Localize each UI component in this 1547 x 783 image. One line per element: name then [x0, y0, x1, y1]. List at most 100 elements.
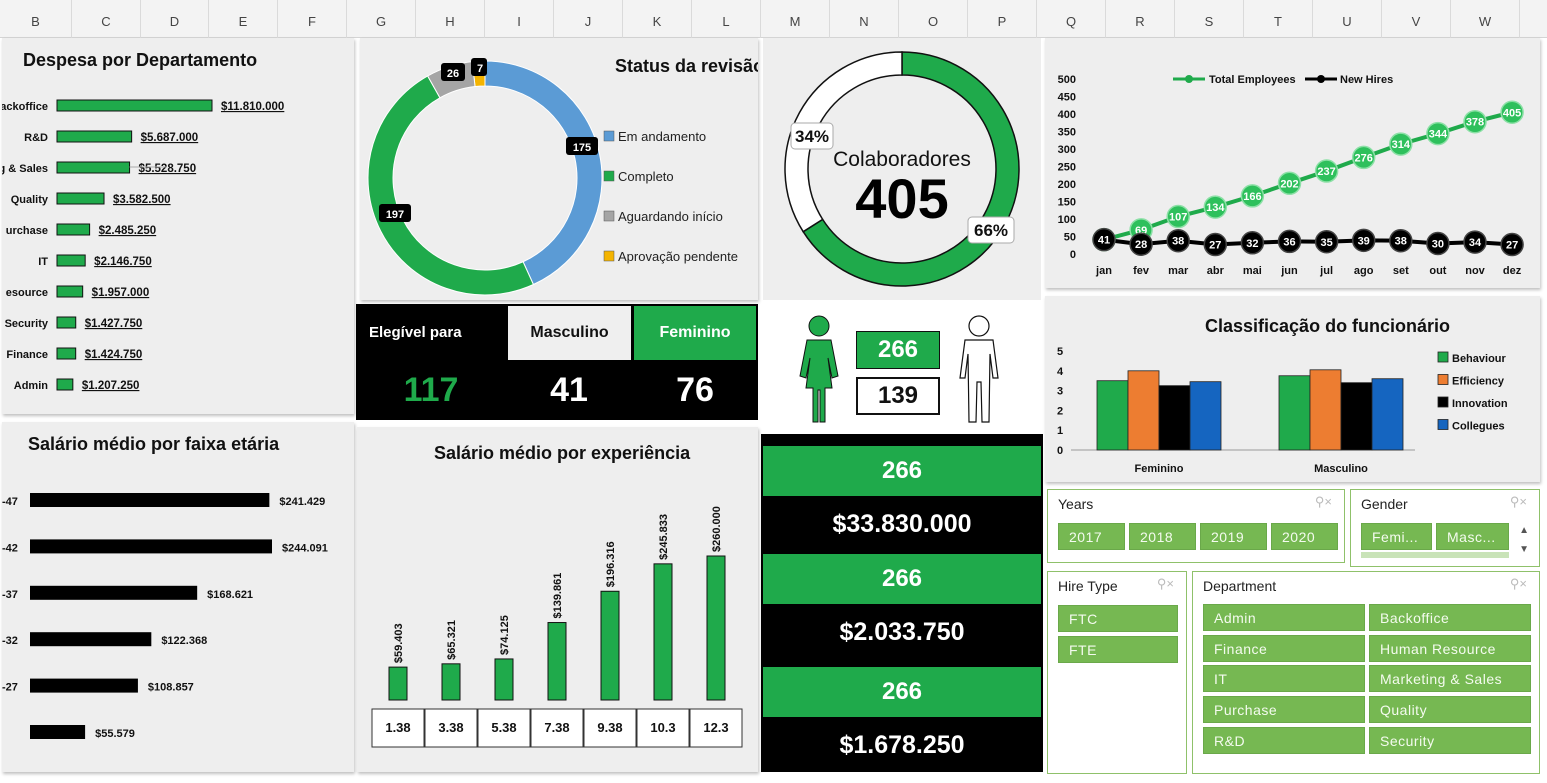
column-header-r[interactable]: R	[1106, 0, 1175, 38]
dept-item-marketing-sales[interactable]: Marketing & Sales	[1369, 665, 1531, 692]
slicer-scroll-down-icon[interactable]: ▼	[1519, 544, 1529, 555]
line-point-label: 237	[1317, 166, 1335, 178]
column-header-i[interactable]: I	[485, 0, 554, 38]
column-header-l[interactable]: L	[692, 0, 761, 38]
column-header-k[interactable]: K	[623, 0, 692, 38]
column-header-t[interactable]: T	[1244, 0, 1313, 38]
column-header-v[interactable]: V	[1382, 0, 1451, 38]
clear-filter-icon[interactable]: ⚲×	[1509, 576, 1527, 591]
line-point-label: 166	[1243, 191, 1261, 203]
column-header-h[interactable]: H	[416, 0, 485, 38]
clear-filter-icon[interactable]: ⚲×	[1314, 494, 1332, 509]
column-header-c[interactable]: C	[72, 0, 141, 38]
exp-bar	[547, 622, 567, 701]
column-header-w[interactable]: W	[1451, 0, 1520, 38]
column-header-f[interactable]: F	[278, 0, 347, 38]
despesa-bar	[56, 316, 77, 329]
gender-item-male[interactable]: Masc...	[1436, 523, 1509, 550]
colab-pct-badge	[790, 122, 834, 150]
line-point-new-hires	[1203, 232, 1228, 257]
column-header-p[interactable]: P	[968, 0, 1037, 38]
column-header-u[interactable]: U	[1313, 0, 1382, 38]
line-y-tick: 150	[1058, 197, 1076, 209]
line-series-new-hires	[1103, 237, 1513, 247]
gender-slicer-title: Gender	[1361, 496, 1408, 512]
column-header-d[interactable]: D	[141, 0, 209, 38]
dept-item-admin[interactable]: Admin	[1203, 604, 1365, 631]
line-point-new-hires	[1166, 228, 1190, 253]
column-header-n[interactable]: N	[830, 0, 899, 38]
despesa-value-label: $5.687.000	[141, 132, 199, 144]
line-point-label: 36	[1283, 236, 1295, 248]
gender-item-female[interactable]: Femi...	[1361, 523, 1432, 550]
years-item-2019[interactable]: 2019	[1200, 523, 1267, 550]
line-point-label: 30	[1432, 239, 1444, 251]
dept-item-purchase[interactable]: Purchase	[1203, 696, 1365, 723]
class-legend-swatch	[1437, 351, 1449, 363]
class-bar	[1189, 381, 1222, 451]
column-header-b[interactable]: B	[0, 0, 72, 38]
column-header-s[interactable]: S	[1175, 0, 1244, 38]
line-point-new-hires	[1500, 232, 1524, 257]
exp-category-box	[424, 708, 478, 748]
despesa-bar	[56, 347, 77, 360]
status-legend-swatch	[603, 210, 615, 222]
exp-value-label: $59.403	[393, 623, 405, 663]
despesa-category-label: IT	[38, 256, 48, 268]
column-header-g[interactable]: G	[347, 0, 416, 38]
column-header-q[interactable]: Q	[1037, 0, 1106, 38]
dept-item-backoffice[interactable]: Backoffice	[1369, 604, 1531, 631]
line-legend-label: Total Employees	[1209, 74, 1296, 86]
clear-filter-icon[interactable]: ⚲×	[1509, 494, 1527, 509]
slicer-scroll-up-icon[interactable]: ▲	[1519, 525, 1529, 536]
hire-type-item-ftc[interactable]: FTC	[1058, 605, 1178, 632]
column-header-m[interactable]: M	[761, 0, 830, 38]
class-x-label: Feminino	[1135, 463, 1184, 475]
hire-type-slicer[interactable]: Hire Type ⚲× FTC FTE	[1047, 571, 1187, 774]
faixa-value-label: $168.621	[207, 589, 253, 601]
department-slicer[interactable]: Department ⚲× Admin Backoffice Finance H…	[1192, 571, 1540, 774]
exp-bar	[653, 563, 673, 701]
line-point-total-employees	[1500, 100, 1524, 124]
dept-item-rd[interactable]: R&D	[1203, 727, 1365, 754]
dept-item-security[interactable]: Security	[1369, 727, 1531, 754]
class-legend-label: Innovation	[1452, 398, 1508, 410]
column-header-o[interactable]: O	[899, 0, 968, 38]
line-point-total-employees	[1351, 145, 1376, 170]
line-point-new-hires	[1092, 227, 1116, 252]
despesa-bar	[56, 254, 86, 267]
exp-category-label: 9.38	[597, 720, 622, 735]
clear-filter-icon[interactable]: ⚲×	[1156, 576, 1174, 591]
line-y-tick: 250	[1058, 162, 1076, 174]
despesa-title: Despesa por Departamento	[23, 50, 258, 70]
years-slicer[interactable]: Years ⚲× 2017 2018 2019 2020	[1047, 489, 1345, 563]
despesa-category-label: g & Sales	[2, 163, 48, 175]
column-header-e[interactable]: E	[209, 0, 278, 38]
line-point-label: 41	[1098, 235, 1110, 247]
exp-category-box	[530, 708, 584, 748]
line-y-tick: 400	[1058, 109, 1076, 121]
years-item-2018[interactable]: 2018	[1129, 523, 1196, 550]
employees-timeline-panel: 0 50 100 150 200 250 300 350 400 450 500 jan fev mar a…	[1045, 38, 1540, 288]
faixa-category-label: -47	[2, 496, 18, 508]
status-value-label: 175	[573, 142, 591, 154]
exp-value-label: $74.125	[499, 615, 511, 655]
gender-slicer[interactable]: Gender ⚲× Femi... Masc... ▲ ▼	[1350, 489, 1540, 567]
years-item-2017[interactable]: 2017	[1058, 523, 1125, 550]
female-count: 266	[856, 331, 940, 369]
years-item-2020[interactable]: 2020	[1271, 523, 1338, 550]
line-point-label: 202	[1280, 178, 1298, 190]
line-point-label: 38	[1395, 236, 1407, 248]
dept-item-it[interactable]: IT	[1203, 665, 1365, 692]
exp-bar	[706, 555, 726, 701]
exp-category-box	[689, 708, 743, 748]
column-header-j[interactable]: J	[554, 0, 623, 38]
dept-item-finance[interactable]: Finance	[1203, 635, 1365, 662]
line-x-tick: mai	[1243, 265, 1262, 277]
dept-item-quality[interactable]: Quality	[1369, 696, 1531, 723]
hire-type-item-fte[interactable]: FTE	[1058, 636, 1178, 663]
salario-exp-panel: Salário médio por experiência $59.403 1.3…	[357, 427, 758, 772]
line-x-tick: jun	[1280, 265, 1298, 277]
class-bar	[1127, 370, 1160, 451]
dept-item-human-resource[interactable]: Human Resource	[1369, 635, 1531, 662]
